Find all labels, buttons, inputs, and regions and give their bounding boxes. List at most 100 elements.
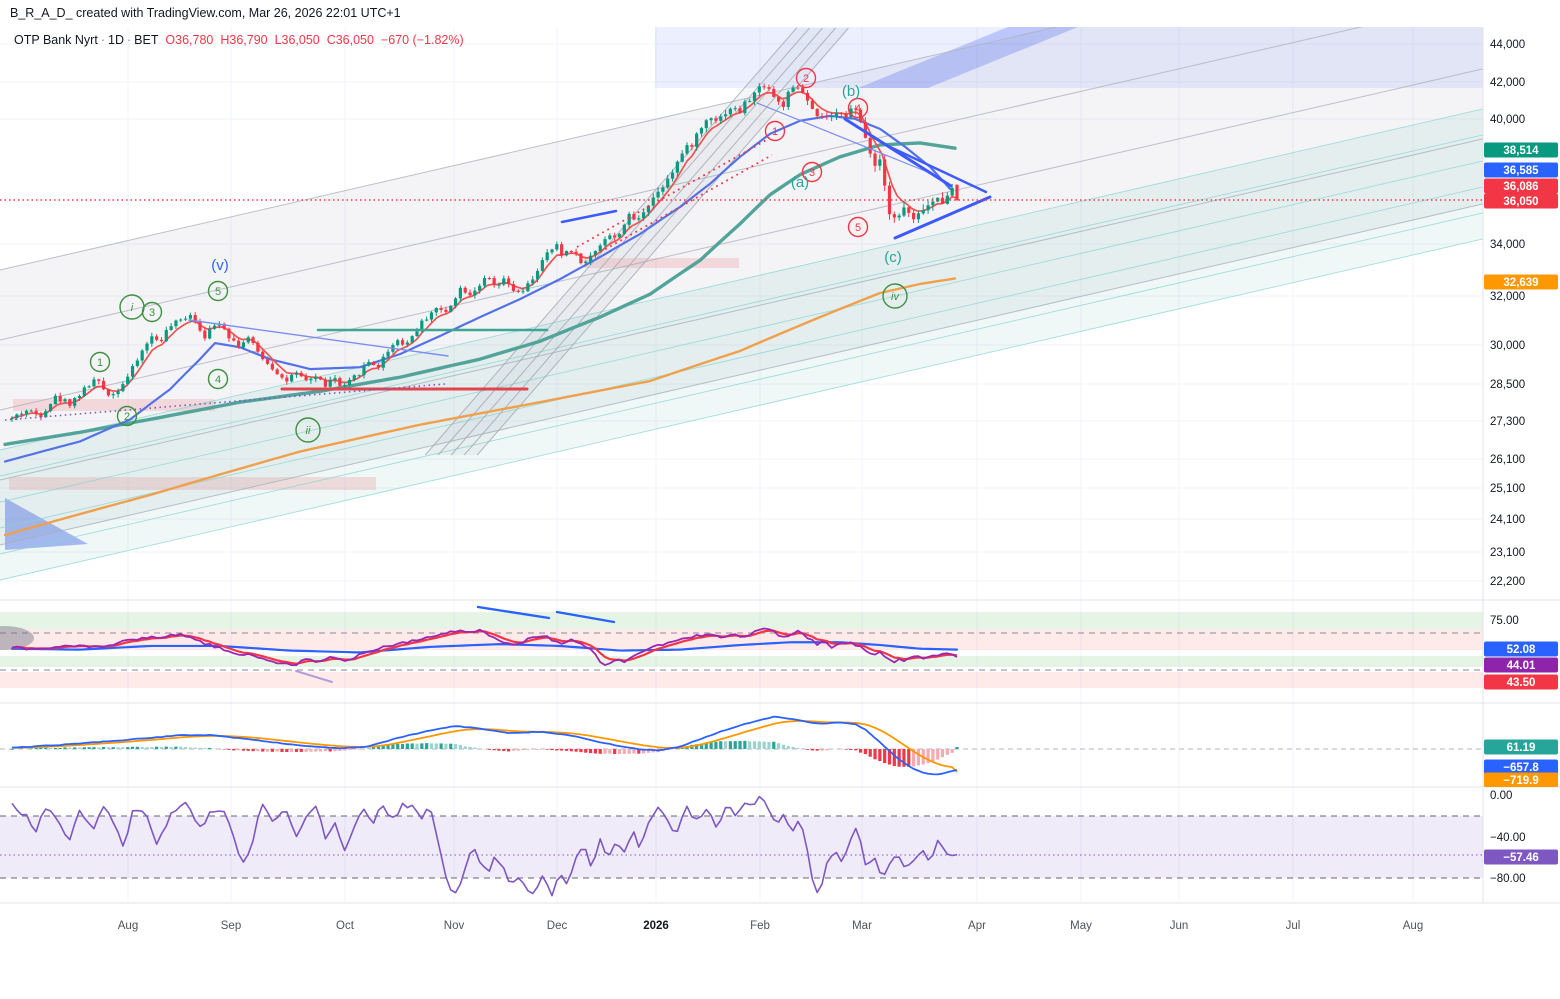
- axis-badge: 32,639: [1484, 274, 1558, 290]
- svg-text:44,000: 44,000: [1490, 39, 1525, 51]
- triangle-upper: [886, 144, 988, 194]
- svg-text:Sep: Sep: [221, 920, 241, 932]
- trend-peak-thin: [756, 102, 936, 176]
- svg-text:May: May: [1070, 920, 1092, 932]
- svg-text:−57.46: −57.46: [1503, 852, 1539, 864]
- separator-dot: ·: [126, 33, 132, 47]
- svg-text:Aug: Aug: [1403, 920, 1423, 932]
- svg-text:44.01: 44.01: [1507, 660, 1536, 672]
- symbol-info-bar[interactable]: OTP Bank Nyrt · 1D · BET O36,780 H36,790 L36…: [14, 33, 464, 47]
- time-axis[interactable]: Aug Sep Oct Nov Dec 2026 Feb Mar Apr May Jun Jul Aug: [118, 920, 1423, 932]
- svg-text:2: 2: [124, 411, 130, 423]
- svg-text:32,639: 32,639: [1503, 277, 1538, 289]
- trend-aug: [188, 319, 449, 357]
- svg-text:42,000: 42,000: [1490, 77, 1525, 89]
- svg-text:32,000: 32,000: [1490, 291, 1525, 303]
- svg-text:4: 4: [855, 103, 861, 115]
- svg-text:38,514: 38,514: [1503, 145, 1539, 157]
- svg-text:iv: iv: [891, 291, 900, 303]
- svg-text:23,100: 23,100: [1490, 547, 1525, 559]
- svg-text:36,585: 36,585: [1503, 165, 1539, 177]
- exchange: BET: [134, 33, 159, 47]
- red-dot-trail-1: [576, 137, 771, 248]
- price-axis[interactable]: 44,000 42,000 40,000 34,000 32,000 30,000 28,5…: [1484, 39, 1558, 885]
- pink-zone-1: [13, 399, 215, 411]
- svg-text:(c): (c): [884, 249, 902, 266]
- svg-text:34,000: 34,000: [1490, 239, 1525, 251]
- svg-text:−719.9: −719.9: [1503, 775, 1539, 787]
- pink-zone-3: [584, 258, 739, 268]
- svg-text:Aug: Aug: [118, 920, 138, 932]
- symbol-name[interactable]: OTP Bank Nyrt: [14, 33, 98, 47]
- attribution-text: B_R_A_D_ created with TradingView.com, M…: [10, 6, 401, 20]
- axis-badge: 36,585: [1484, 162, 1558, 178]
- blue-box: [655, 27, 1483, 88]
- williams-r-pane[interactable]: [0, 795, 1483, 897]
- ohlc-open: O36,780: [165, 33, 214, 47]
- blue-stripe: [858, 27, 1078, 88]
- svg-text:30,000: 30,000: [1490, 340, 1525, 352]
- svg-text:5: 5: [855, 222, 861, 234]
- axis-badge: −57.46: [1484, 849, 1558, 865]
- svg-text:Jun: Jun: [1170, 920, 1189, 932]
- svg-text:26,100: 26,100: [1490, 454, 1525, 466]
- ohlc-close: C36,050: [326, 33, 374, 47]
- svg-text:−40.00: −40.00: [1490, 832, 1526, 844]
- drawings: [0, 102, 1483, 421]
- gray-fan: [424, 27, 849, 456]
- gridlines: [0, 27, 1483, 902]
- red-dot-trail-2: [594, 154, 773, 256]
- candlestick-series: [10, 83, 959, 422]
- pane-separators: [0, 27, 1560, 904]
- macd-pane[interactable]: [0, 715, 1483, 776]
- svg-text:Nov: Nov: [444, 920, 465, 932]
- svg-text:(v): (v): [211, 257, 229, 274]
- svg-text:3: 3: [149, 307, 155, 319]
- triangle-lower: [893, 195, 992, 240]
- rsi-pane[interactable]: [0, 605, 1483, 688]
- svg-text:1: 1: [772, 126, 778, 138]
- svg-text:(b): (b): [842, 83, 860, 100]
- svg-text:4: 4: [215, 374, 221, 386]
- svg-text:1: 1: [97, 357, 103, 369]
- svg-text:2026: 2026: [643, 920, 669, 932]
- svg-text:ii: ii: [306, 425, 311, 437]
- svg-text:61.19: 61.19: [1507, 742, 1536, 754]
- svg-text:2: 2: [803, 73, 809, 85]
- svg-text:3: 3: [809, 167, 815, 179]
- axis-badge: 36,086: [1484, 178, 1558, 194]
- svg-text:75.00: 75.00: [1490, 615, 1519, 627]
- axis-badge: 38,514: [1484, 142, 1558, 158]
- axis-badge: 61.19: [1484, 739, 1558, 755]
- svg-text:i: i: [131, 302, 134, 314]
- svg-text:36,050: 36,050: [1503, 196, 1538, 208]
- axis-badge: 43.50: [1484, 674, 1558, 690]
- svg-text:5: 5: [215, 286, 221, 298]
- svg-text:Apr: Apr: [968, 920, 986, 932]
- svg-text:−80.00: −80.00: [1490, 873, 1526, 885]
- ohlc-high: H36,790: [220, 33, 268, 47]
- timeframe[interactable]: 1D: [108, 33, 124, 47]
- svg-text:24,100: 24,100: [1490, 514, 1525, 526]
- purple-dotted: [4, 383, 446, 421]
- svg-text:0.00: 0.00: [1490, 790, 1512, 802]
- trend-dec: [560, 209, 618, 224]
- svg-text:22,200: 22,200: [1490, 576, 1525, 588]
- svg-text:−657.8: −657.8: [1503, 762, 1539, 774]
- trend-channels: [0, 27, 1483, 581]
- svg-text:Oct: Oct: [336, 920, 355, 932]
- axis-badge: −719.9: [1484, 772, 1558, 787]
- svg-text:43.50: 43.50: [1507, 677, 1536, 689]
- svg-text:Dec: Dec: [547, 920, 568, 932]
- axis-badge: −657.8: [1484, 759, 1558, 775]
- svg-text:52.08: 52.08: [1507, 644, 1536, 656]
- axis-badge: 52.08: [1484, 641, 1558, 657]
- svg-text:Jul: Jul: [1286, 920, 1301, 932]
- svg-text:28,500: 28,500: [1490, 379, 1525, 391]
- svg-text:Feb: Feb: [750, 920, 770, 932]
- trend-desc-thick: [843, 117, 953, 188]
